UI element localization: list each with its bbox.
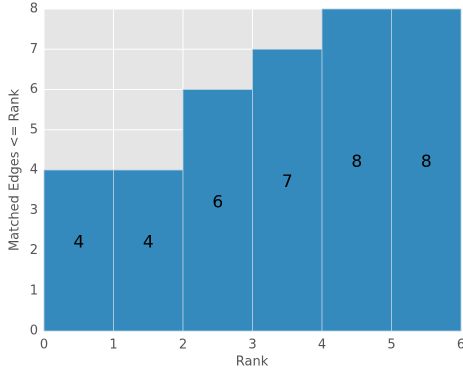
x-tick-label: 5: [387, 338, 395, 353]
y-tick-label: 5: [30, 122, 38, 137]
y-tick-label: 1: [30, 283, 38, 298]
data-label: 4: [143, 233, 154, 253]
data-label: 7: [282, 172, 293, 192]
y-tick-label: 6: [30, 82, 38, 97]
x-axis-label: Rank: [236, 355, 269, 370]
data-label: 8: [351, 152, 362, 172]
x-tick-label: 0: [40, 338, 48, 353]
y-tick-label: 4: [30, 163, 38, 178]
x-tick-label: 2: [179, 338, 187, 353]
bar: [321, 8, 392, 332]
bar: [113, 169, 184, 332]
y-tick-label: 2: [30, 243, 38, 258]
bar: [182, 89, 253, 332]
y-tick-label: 8: [30, 2, 38, 17]
y-axis-label: Matched Edges <= Rank: [8, 88, 23, 251]
data-label: 6: [212, 192, 223, 212]
y-tick-label: 3: [30, 203, 38, 218]
x-tick-label: 4: [318, 338, 326, 353]
x-tick-label: 1: [109, 338, 117, 353]
x-tick-label: 3: [248, 338, 256, 353]
data-label: 8: [421, 152, 432, 172]
y-tick-label: 0: [30, 324, 38, 339]
y-tick-label: 7: [30, 42, 38, 57]
bar: [43, 169, 114, 332]
x-tick-label: 6: [457, 338, 463, 353]
bar: [391, 8, 462, 332]
data-label: 4: [73, 233, 84, 253]
bar: [252, 48, 323, 332]
